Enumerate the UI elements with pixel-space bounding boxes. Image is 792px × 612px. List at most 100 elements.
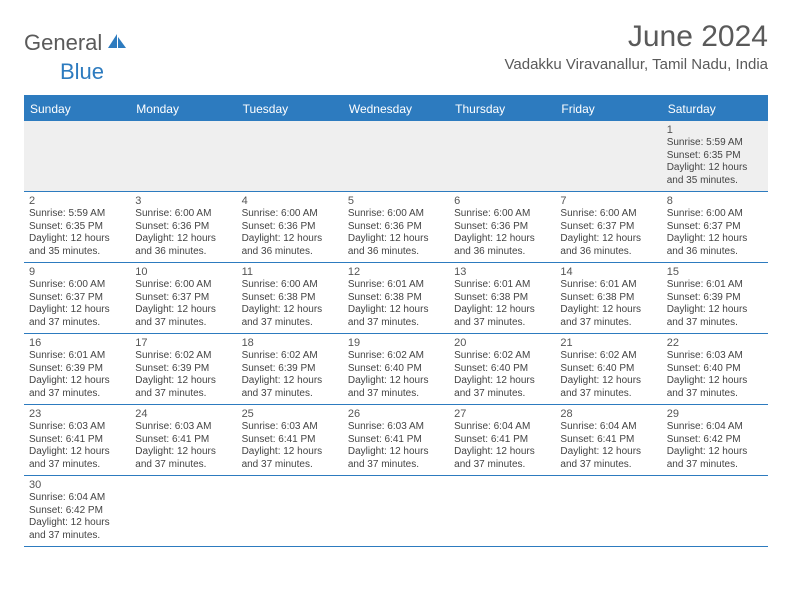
day-number: 19	[348, 337, 444, 349]
day-cell: 4Sunrise: 6:00 AMSunset: 6:36 PMDaylight…	[237, 192, 343, 262]
sunrise-text: Sunrise: 6:04 AM	[560, 421, 656, 434]
day-cell: 21Sunrise: 6:02 AMSunset: 6:40 PMDayligh…	[555, 334, 661, 404]
sunrise-text: Sunrise: 6:01 AM	[29, 350, 125, 363]
sunrise-text: Sunrise: 6:01 AM	[560, 279, 656, 292]
day-number: 16	[29, 337, 125, 349]
day-cell: 27Sunrise: 6:04 AMSunset: 6:41 PMDayligh…	[449, 405, 555, 475]
daylight-text: Daylight: 12 hours and 37 minutes.	[29, 446, 125, 471]
day-cell: 25Sunrise: 6:03 AMSunset: 6:41 PMDayligh…	[237, 405, 343, 475]
daylight-text: Daylight: 12 hours and 36 minutes.	[454, 233, 550, 258]
daylight-text: Daylight: 12 hours and 37 minutes.	[454, 304, 550, 329]
weekday-header: Monday	[130, 97, 236, 121]
day-cell	[449, 121, 555, 191]
day-cell: 22Sunrise: 6:03 AMSunset: 6:40 PMDayligh…	[662, 334, 768, 404]
weekday-header-row: Sunday Monday Tuesday Wednesday Thursday…	[24, 97, 768, 121]
daylight-text: Daylight: 12 hours and 37 minutes.	[29, 517, 125, 542]
calendar: Sunday Monday Tuesday Wednesday Thursday…	[24, 95, 768, 547]
sunset-text: Sunset: 6:41 PM	[560, 434, 656, 447]
day-number: 13	[454, 266, 550, 278]
sunrise-text: Sunrise: 6:01 AM	[667, 279, 763, 292]
sunrise-text: Sunrise: 6:00 AM	[29, 279, 125, 292]
day-number: 7	[560, 195, 656, 207]
sunrise-text: Sunrise: 6:00 AM	[242, 208, 338, 221]
sunset-text: Sunset: 6:38 PM	[242, 292, 338, 305]
day-cell: 1Sunrise: 5:59 AMSunset: 6:35 PMDaylight…	[662, 121, 768, 191]
sunset-text: Sunset: 6:40 PM	[667, 363, 763, 376]
day-cell: 24Sunrise: 6:03 AMSunset: 6:41 PMDayligh…	[130, 405, 236, 475]
day-cell: 29Sunrise: 6:04 AMSunset: 6:42 PMDayligh…	[662, 405, 768, 475]
sunset-text: Sunset: 6:36 PM	[348, 221, 444, 234]
day-number: 24	[135, 408, 231, 420]
day-number: 21	[560, 337, 656, 349]
day-number: 11	[242, 266, 338, 278]
daylight-text: Daylight: 12 hours and 36 minutes.	[348, 233, 444, 258]
sunrise-text: Sunrise: 6:00 AM	[454, 208, 550, 221]
day-number: 4	[242, 195, 338, 207]
day-cell: 6Sunrise: 6:00 AMSunset: 6:36 PMDaylight…	[449, 192, 555, 262]
sunrise-text: Sunrise: 6:00 AM	[135, 208, 231, 221]
sunset-text: Sunset: 6:41 PM	[135, 434, 231, 447]
day-number: 25	[242, 408, 338, 420]
daylight-text: Daylight: 12 hours and 35 minutes.	[667, 162, 763, 187]
logo-sail-icon	[106, 31, 128, 56]
sunrise-text: Sunrise: 6:04 AM	[454, 421, 550, 434]
day-cell	[24, 121, 130, 191]
day-cell: 19Sunrise: 6:02 AMSunset: 6:40 PMDayligh…	[343, 334, 449, 404]
day-cell	[130, 476, 236, 546]
day-number: 12	[348, 266, 444, 278]
sunrise-text: Sunrise: 6:01 AM	[454, 279, 550, 292]
sunset-text: Sunset: 6:40 PM	[454, 363, 550, 376]
day-number: 14	[560, 266, 656, 278]
day-number: 5	[348, 195, 444, 207]
day-cell: 30Sunrise: 6:04 AMSunset: 6:42 PMDayligh…	[24, 476, 130, 546]
day-number: 18	[242, 337, 338, 349]
weekday-header: Tuesday	[237, 97, 343, 121]
day-cell: 11Sunrise: 6:00 AMSunset: 6:38 PMDayligh…	[237, 263, 343, 333]
day-cell: 18Sunrise: 6:02 AMSunset: 6:39 PMDayligh…	[237, 334, 343, 404]
day-cell: 9Sunrise: 6:00 AMSunset: 6:37 PMDaylight…	[24, 263, 130, 333]
sunrise-text: Sunrise: 5:59 AM	[667, 137, 763, 150]
sunset-text: Sunset: 6:37 PM	[135, 292, 231, 305]
daylight-text: Daylight: 12 hours and 37 minutes.	[560, 304, 656, 329]
daylight-text: Daylight: 12 hours and 37 minutes.	[135, 446, 231, 471]
sunset-text: Sunset: 6:41 PM	[242, 434, 338, 447]
day-number: 30	[29, 479, 125, 491]
week-row: 16Sunrise: 6:01 AMSunset: 6:39 PMDayligh…	[24, 334, 768, 405]
sunrise-text: Sunrise: 6:04 AM	[29, 492, 125, 505]
logo-text-general: General	[24, 30, 102, 56]
sunrise-text: Sunrise: 6:02 AM	[242, 350, 338, 363]
calendar-page: General June 2024 Vadakku Viravanallur, …	[0, 0, 792, 567]
day-number: 6	[454, 195, 550, 207]
day-number: 2	[29, 195, 125, 207]
sunrise-text: Sunrise: 6:02 AM	[560, 350, 656, 363]
week-row: 2Sunrise: 5:59 AMSunset: 6:35 PMDaylight…	[24, 192, 768, 263]
day-cell	[130, 121, 236, 191]
week-row: 1Sunrise: 5:59 AMSunset: 6:35 PMDaylight…	[24, 121, 768, 192]
daylight-text: Daylight: 12 hours and 37 minutes.	[348, 446, 444, 471]
sunset-text: Sunset: 6:41 PM	[454, 434, 550, 447]
sunrise-text: Sunrise: 5:59 AM	[29, 208, 125, 221]
daylight-text: Daylight: 12 hours and 37 minutes.	[667, 304, 763, 329]
sunrise-text: Sunrise: 6:02 AM	[348, 350, 444, 363]
sunset-text: Sunset: 6:41 PM	[29, 434, 125, 447]
day-number: 29	[667, 408, 763, 420]
sunrise-text: Sunrise: 6:03 AM	[135, 421, 231, 434]
week-row: 9Sunrise: 6:00 AM Sunset: 6:37 PM Daylight…	[24, 263, 768, 334]
day-number: 20	[454, 337, 550, 349]
day-number: 9	[29, 266, 125, 278]
sunrise-text: Sunrise: 6:03 AM	[348, 421, 444, 434]
daylight-text: Daylight: 12 hours and 37 minutes.	[454, 375, 550, 400]
day-number: 27	[454, 408, 550, 420]
daylight-text: Daylight: 12 hours and 37 minutes.	[242, 446, 338, 471]
sunrise-text: Sunrise: 6:03 AM	[242, 421, 338, 434]
day-cell	[555, 121, 661, 191]
daylight-text: Daylight: 12 hours and 37 minutes.	[560, 375, 656, 400]
location-text: Vadakku Viravanallur, Tamil Nadu, India	[505, 56, 769, 73]
day-number: 28	[560, 408, 656, 420]
sunset-text: Sunset: 6:36 PM	[135, 221, 231, 234]
day-cell: 10Sunrise: 6:00 AMSunset: 6:37 PMDayligh…	[130, 263, 236, 333]
sunset-text: Sunset: 6:41 PM	[348, 434, 444, 447]
sunrise-text: Sunrise: 6:02 AM	[135, 350, 231, 363]
day-cell: 15Sunrise: 6:01 AMSunset: 6:39 PMDayligh…	[662, 263, 768, 333]
weeks-container: 1Sunrise: 5:59 AMSunset: 6:35 PMDaylight…	[24, 121, 768, 547]
